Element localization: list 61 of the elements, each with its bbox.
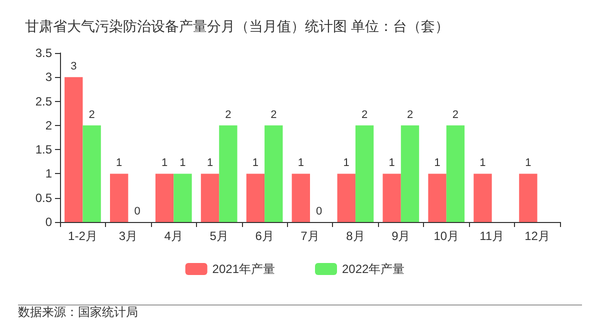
bar — [382, 174, 401, 222]
data-label: 2 — [361, 108, 368, 121]
y-tick-label: 1 — [45, 166, 52, 181]
bar — [337, 174, 356, 222]
y-tick-label: 2.5 — [35, 94, 52, 108]
x-tick-label: 1-2月 — [68, 229, 98, 243]
bar — [264, 125, 283, 222]
legend-label: 2022年产量 — [342, 262, 405, 276]
bar — [292, 174, 310, 222]
bar — [355, 125, 374, 222]
bar — [428, 174, 446, 222]
y-tick-label: 3.5 — [35, 46, 52, 60]
chart-title: 甘肃省大气污染防治设备产量分月（当月值）统计图 单位：台（套） — [25, 18, 449, 34]
bar — [246, 174, 265, 222]
y-tick-label: 0.5 — [35, 190, 52, 205]
x-tick-label: 5月 — [210, 229, 228, 243]
x-tick-label: 9月 — [392, 229, 410, 243]
x-tick-label: 8月 — [346, 229, 365, 243]
data-label: 3 — [70, 60, 77, 73]
x-tick-label: 11月 — [480, 229, 504, 243]
data-label: 1 — [116, 157, 122, 170]
bar — [519, 174, 538, 222]
x-tick-label: 10月 — [434, 229, 460, 243]
legend-label: 2021年产量 — [212, 262, 276, 276]
data-label: 0 — [134, 206, 140, 218]
bar — [219, 125, 238, 222]
bar — [110, 174, 128, 222]
y-tick-label: 3 — [45, 70, 52, 84]
y-tick-label: 1.5 — [35, 142, 52, 157]
x-tick-label: 6月 — [255, 229, 274, 243]
x-tick-label: 7月 — [300, 229, 320, 243]
x-tick-label: 3月 — [118, 229, 138, 243]
y-tick-label: 2 — [45, 118, 52, 132]
bar — [474, 174, 492, 222]
data-label: 2 — [406, 108, 414, 121]
x-tick-label: 12月 — [524, 229, 550, 243]
data-label: 2 — [88, 108, 95, 121]
bar — [82, 125, 101, 222]
bar — [174, 174, 192, 222]
data-label: 1 — [180, 157, 186, 170]
data-label: 1 — [434, 157, 440, 170]
data-label: 2 — [225, 108, 232, 121]
data-label: 1 — [161, 157, 168, 170]
data-label: 2 — [270, 108, 277, 121]
x-tick-label: 4月 — [164, 229, 183, 243]
data-label: 1 — [252, 157, 259, 170]
data-label: 0 — [316, 206, 322, 218]
data-label: 2 — [452, 108, 459, 121]
data-label: 1 — [343, 157, 350, 170]
bar — [155, 174, 174, 222]
data-label: 1 — [525, 157, 532, 170]
bar — [400, 125, 420, 222]
data-label: 1 — [206, 157, 214, 170]
bar — [200, 174, 220, 222]
data-label: 1 — [298, 157, 304, 170]
source-note: 数据来源：国家统计局 — [18, 305, 138, 319]
bar — [64, 77, 83, 222]
y-tick-label: 0 — [45, 215, 52, 229]
bar — [446, 125, 465, 222]
data-label: 1 — [388, 157, 395, 170]
data-label: 1 — [480, 157, 486, 170]
